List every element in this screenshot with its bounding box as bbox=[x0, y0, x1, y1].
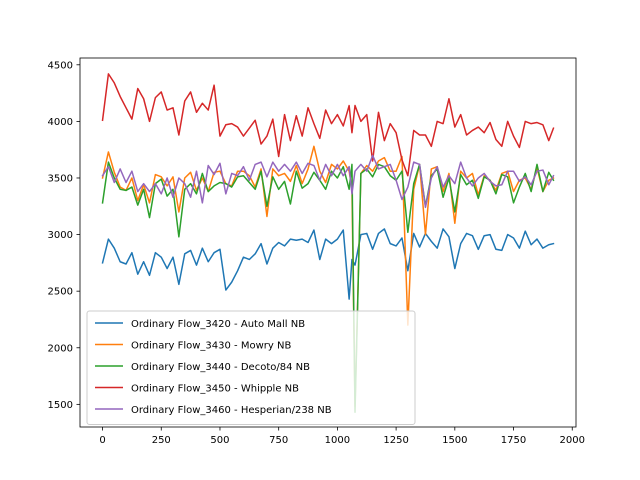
x-tick-label: 1500 bbox=[442, 435, 467, 446]
y-tick-label: 3500 bbox=[48, 173, 73, 184]
x-tick-label: 750 bbox=[269, 435, 288, 446]
x-tick-label: 1000 bbox=[325, 435, 350, 446]
axes-layer: 0 250 500 750 1000 1250 1500 1750 2000 1500 2000 25… bbox=[48, 57, 585, 446]
legend-box bbox=[86, 310, 416, 425]
y-tick-label: 4500 bbox=[48, 60, 73, 71]
legend-label-3: Ordinary Flow_3440 - Decoto/84 NB bbox=[131, 362, 310, 373]
series-line-5 bbox=[101, 154, 555, 209]
y-tick-label: 2500 bbox=[48, 287, 73, 298]
series-layer bbox=[101, 73, 555, 414]
series-line-1 bbox=[101, 228, 555, 300]
series-line-2 bbox=[101, 145, 555, 408]
legend: Ordinary Flow_3420 - Auto Mall NB Ordinar… bbox=[86, 310, 416, 425]
x-tick-label: 1250 bbox=[383, 435, 408, 446]
x-tick-label: 1750 bbox=[501, 435, 526, 446]
y-tick-label: 1500 bbox=[48, 400, 73, 411]
legend-label-4: Ordinary Flow_3450 - Whipple NB bbox=[131, 384, 299, 395]
series-line-3 bbox=[101, 161, 555, 414]
legend-label-2: Ordinary Flow_3430 - Mowry NB bbox=[131, 341, 291, 352]
series-line-4 bbox=[101, 73, 555, 177]
x-tick-label: 2000 bbox=[560, 435, 585, 446]
y-tick-label: 3000 bbox=[48, 230, 73, 241]
legend-label-1: Ordinary Flow_3420 - Auto Mall NB bbox=[131, 319, 305, 330]
x-tick-label: 500 bbox=[210, 435, 229, 446]
y-tick-label: 2000 bbox=[48, 343, 73, 354]
y-tick-label: 4000 bbox=[48, 117, 73, 128]
plot-frame bbox=[79, 57, 577, 428]
legend-label-5: Ordinary Flow_3460 - Hesperian/238 NB bbox=[131, 405, 332, 416]
x-tick-label: 250 bbox=[152, 435, 171, 446]
x-tick-label: 0 bbox=[99, 435, 105, 446]
